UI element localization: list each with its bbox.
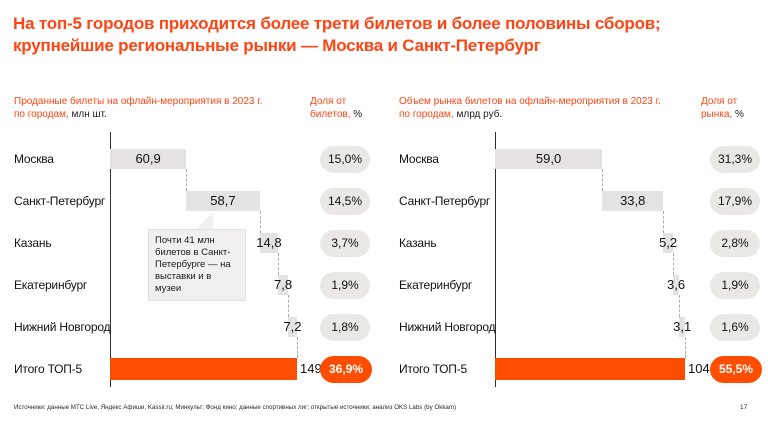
row-label: Итого ТОП-5 <box>399 362 468 376</box>
value-label: 7,8 <box>274 277 293 292</box>
share-pill: 1,9% <box>710 271 760 299</box>
share-pill: 1,6% <box>710 313 760 341</box>
share-pill: 15,0% <box>320 145 370 173</box>
connector-line <box>685 337 686 358</box>
tickets-waterfall-chart: Москва 60,9 15,0% Санкт-Петербург 58,7 14,5% К… <box>14 132 380 391</box>
value-label: 33,8 <box>620 193 646 208</box>
footer-sources: Источники: данные МТС Live, Яндекс Афиши… <box>14 404 457 411</box>
right-chart-header: Объем рынка билетов на офлайн-мероприяти… <box>399 95 699 121</box>
waterfall-bar <box>278 275 288 295</box>
share-pill: 3,7% <box>320 229 370 257</box>
row-label: Итого ТОП-5 <box>14 362 83 376</box>
connector-line <box>287 295 289 317</box>
row-label: Екатеринбург <box>399 278 473 292</box>
value-label: 3,6 <box>667 277 686 292</box>
value-label: 58,7 <box>210 193 236 208</box>
connector-line <box>602 169 604 191</box>
waterfall-bar <box>259 233 279 253</box>
slide-title-line1: На топ-5 городов приходится более трети … <box>13 14 661 33</box>
share-pill: 2,8% <box>710 229 760 257</box>
connector-line <box>297 337 298 358</box>
row-label: Санкт-Петербург <box>399 194 491 208</box>
waterfall-bar <box>495 149 603 169</box>
row-label: Санкт-Петербург <box>14 194 106 208</box>
waterfall-bar <box>186 191 260 211</box>
axis-line <box>110 132 111 387</box>
waterfall-bar <box>287 317 297 337</box>
waterfall-bar <box>110 149 187 169</box>
share-pill: 31,3% <box>710 145 760 173</box>
share-pill: 36,9% <box>320 355 372 383</box>
waterfall-bar <box>663 233 673 253</box>
connector-line <box>278 253 280 275</box>
share-pill: 17,9% <box>710 187 760 215</box>
row-label: Казань <box>399 236 437 250</box>
connector-line <box>259 211 261 233</box>
left-share-header-label: Доля от билетов, <box>310 96 351 120</box>
left-share-header-unit: % <box>353 109 363 120</box>
row-label: Москва <box>14 152 54 166</box>
share-pill: 55,5% <box>710 355 762 383</box>
waterfall-bar <box>602 191 664 211</box>
market-waterfall-chart: Москва 59,0 31,3% Санкт-Петербург 33,8 17,9% К… <box>399 132 765 391</box>
total-bar <box>495 358 685 380</box>
left-chart-header-line1: Проданные билеты на офлайн-мероприятия в… <box>14 96 263 107</box>
axis-line <box>495 132 496 387</box>
right-share-header-label: Доля от рынка, <box>701 96 738 120</box>
waterfall-bar <box>672 275 680 295</box>
right-chart-header-line1: Объем рынка билетов на офлайн-мероприяти… <box>399 96 661 107</box>
value-label: 14,8 <box>256 235 282 250</box>
share-pill: 1,9% <box>320 271 370 299</box>
connector-line <box>186 169 188 191</box>
value-label: 5,2 <box>659 235 678 250</box>
page-number: 17 <box>740 404 748 411</box>
connector-line <box>672 253 674 275</box>
value-label: 7,2 <box>283 319 302 334</box>
value-label: 59,0 <box>535 151 562 166</box>
share-pill: 14,5% <box>320 187 370 215</box>
left-chart-header: Проданные билеты на офлайн-мероприятия в… <box>14 95 314 121</box>
value-label: 3,1 <box>673 319 692 334</box>
left-chart-header-unit: млн шт. <box>71 109 107 120</box>
right-share-header-unit: % <box>735 109 744 120</box>
waterfall-bar <box>679 317 685 337</box>
slide-title-line2: крупнейшие региональные рынки — Москва и… <box>13 36 541 55</box>
slide-title: На топ-5 городов приходится более трети … <box>13 13 753 57</box>
row-label: Нижний Новгород <box>14 320 111 334</box>
row-label: Екатеринбург <box>14 278 88 292</box>
row-label: Нижний Новгород <box>399 320 496 334</box>
share-pill: 1,8% <box>320 313 370 341</box>
left-chart-header-line2: по городам, <box>14 109 69 120</box>
right-chart-header-line2: по городам, <box>399 109 454 120</box>
value-label: 60,9 <box>135 151 161 166</box>
row-label: Москва <box>399 152 439 166</box>
connector-line <box>663 211 665 233</box>
callout-pointer <box>196 212 213 229</box>
connector-line <box>679 295 681 317</box>
left-share-header: Доля от билетов, % <box>310 95 364 121</box>
right-chart-header-unit: млрд руб. <box>456 109 503 120</box>
row-label: Казань <box>14 236 52 250</box>
right-share-header: Доля от рынка, % <box>701 95 755 121</box>
total-bar <box>110 358 297 380</box>
callout-note: Почти 41 млн билетов в Санкт-Петербурге … <box>148 229 246 301</box>
